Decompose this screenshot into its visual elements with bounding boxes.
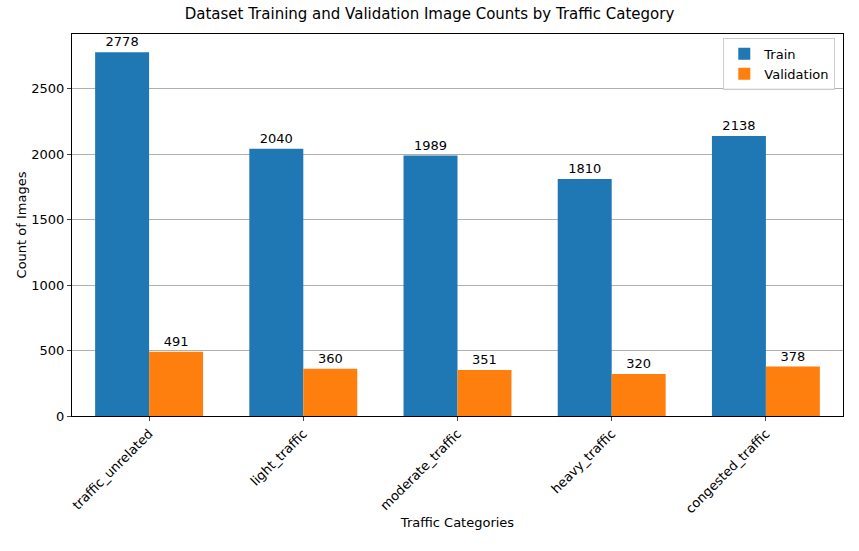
svg-text:2778: 2778 — [106, 34, 139, 49]
svg-text:1810: 1810 — [568, 161, 601, 176]
svg-text:500: 500 — [40, 343, 65, 358]
svg-text:Validation: Validation — [764, 67, 828, 82]
svg-text:2138: 2138 — [722, 118, 755, 133]
svg-text:491: 491 — [164, 334, 189, 349]
svg-text:moderate_traffic: moderate_traffic — [377, 426, 464, 513]
svg-text:1989: 1989 — [414, 138, 447, 153]
svg-text:traffic_unrelated: traffic_unrelated — [69, 426, 155, 512]
svg-text:1500: 1500 — [31, 212, 64, 227]
svg-text:Train: Train — [763, 47, 795, 62]
svg-text:Traffic Categories: Traffic Categories — [400, 515, 514, 530]
svg-text:378: 378 — [780, 349, 805, 364]
svg-text:2040: 2040 — [260, 131, 293, 146]
svg-text:2000: 2000 — [31, 147, 64, 162]
svg-text:360: 360 — [318, 351, 343, 366]
svg-text:1000: 1000 — [31, 278, 64, 293]
svg-text:Dataset Training and Validatio: Dataset Training and Validation Image Co… — [185, 5, 675, 23]
svg-text:0: 0 — [56, 409, 64, 424]
svg-text:light_traffic: light_traffic — [247, 426, 310, 489]
svg-text:congested_traffic: congested_traffic — [683, 426, 773, 516]
svg-text:351: 351 — [472, 352, 497, 367]
svg-text:320: 320 — [626, 356, 651, 371]
svg-text:Count of Images: Count of Images — [14, 171, 29, 278]
svg-text:2500: 2500 — [31, 81, 64, 96]
svg-text:heavy_traffic: heavy_traffic — [548, 426, 618, 496]
